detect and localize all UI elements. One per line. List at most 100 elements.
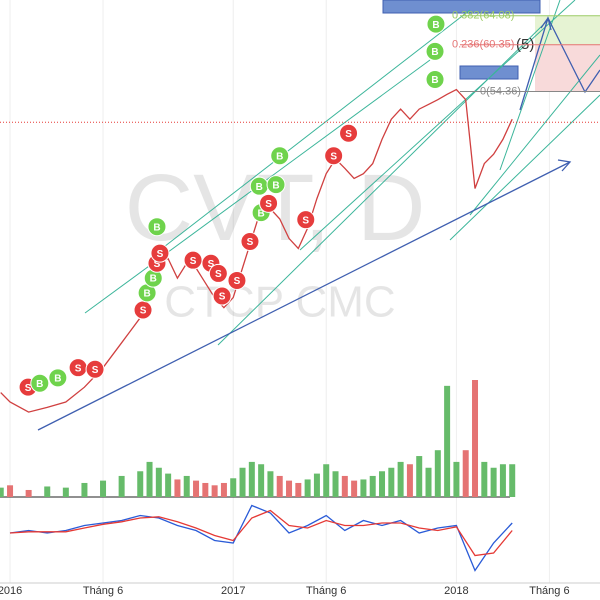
- signal-label: S: [190, 256, 197, 267]
- volume-bar: [434, 450, 441, 497]
- signal-label: B: [276, 151, 283, 162]
- volume-bar: [211, 485, 218, 497]
- signal-marker: [324, 146, 344, 166]
- volume-bar: [499, 464, 506, 497]
- signal-label: S: [302, 215, 309, 226]
- signal-label: B: [431, 75, 438, 86]
- signal-label: S: [219, 292, 226, 303]
- volume-bar: [155, 467, 162, 497]
- signal-marker: [266, 175, 286, 195]
- volume-bar: [509, 464, 516, 497]
- watermark-subtitle: CTCP CMC: [164, 278, 395, 327]
- signal-marker: [296, 210, 316, 230]
- volume-bar: [453, 461, 460, 497]
- signal-label: S: [247, 237, 254, 248]
- signal-marker: [259, 193, 279, 213]
- signal-marker: [240, 231, 260, 251]
- signal-marker: [150, 243, 170, 263]
- volume-bar: [267, 471, 274, 497]
- volume-bar: [341, 475, 348, 497]
- line: [9, 509, 513, 557]
- volume-bar: [137, 471, 144, 497]
- signal-label: S: [92, 365, 99, 376]
- signal-label: S: [265, 199, 272, 210]
- volume-bar: [258, 464, 265, 497]
- x-tick-label: Tháng 6: [83, 585, 123, 597]
- volume-bar: [323, 464, 330, 497]
- volume-bar: [0, 487, 4, 497]
- signal-label: S: [345, 129, 352, 140]
- volume-bar: [220, 482, 227, 497]
- signal-label: B: [54, 373, 61, 384]
- signal-label: S: [140, 306, 147, 317]
- volume-bar: [332, 471, 339, 497]
- zone: [382, 0, 541, 14]
- signal-marker: [270, 146, 290, 166]
- volume-bar: [397, 461, 404, 497]
- volume-bar: [146, 461, 153, 497]
- volume-bar: [100, 480, 107, 497]
- volume-bar: [230, 478, 237, 497]
- signal-marker: [30, 373, 50, 393]
- volume-bar: [406, 464, 413, 497]
- signal-label: B: [143, 289, 150, 300]
- volume-bar: [444, 385, 451, 497]
- volume-bar: [425, 467, 432, 497]
- signal-marker: [425, 41, 445, 61]
- volume-bar: [183, 475, 190, 497]
- zone: [459, 65, 519, 80]
- volume-bar: [472, 380, 479, 497]
- fib-label: 0.382(64.08): [452, 10, 514, 22]
- volume-bar: [379, 471, 386, 497]
- volume-bar: [7, 485, 14, 497]
- signal-marker: [208, 263, 228, 283]
- signal-marker: [425, 69, 445, 89]
- signal-label: B: [36, 379, 43, 390]
- volume-bar: [81, 482, 88, 497]
- signal-marker: [147, 217, 167, 237]
- volume-bar: [313, 473, 320, 497]
- volume-bar: [286, 480, 293, 497]
- volume-bar: [360, 479, 367, 497]
- signal-marker: [212, 286, 232, 306]
- x-tick-label: 2018: [444, 585, 468, 597]
- volume-bar: [193, 480, 200, 497]
- signal-label: B: [432, 20, 439, 31]
- signal-label: S: [215, 269, 222, 280]
- signal-label: B: [272, 180, 279, 191]
- signal-marker: [227, 270, 247, 290]
- volume-bar: [462, 450, 469, 497]
- volume-bar: [388, 467, 395, 497]
- signal-label: S: [154, 259, 161, 270]
- signal-label: S: [157, 249, 164, 260]
- volume-bar: [369, 475, 376, 497]
- volume-bar: [248, 461, 255, 497]
- signal-label: B: [256, 182, 263, 193]
- volume-bar: [351, 480, 358, 497]
- volume-bar: [304, 479, 311, 497]
- volume-bar: [44, 486, 51, 497]
- signal-marker: [339, 123, 359, 143]
- signal-marker: [426, 14, 446, 34]
- signal-label: B: [431, 47, 438, 58]
- signal-label: S: [208, 259, 215, 270]
- signal-label: S: [330, 151, 337, 162]
- volume-bar: [416, 456, 423, 497]
- signal-label: S: [234, 276, 241, 287]
- fib-label: 0.236(60.35): [452, 39, 514, 51]
- x-tick-label: 2016: [0, 585, 22, 597]
- line: [9, 504, 513, 572]
- volume-bar: [490, 467, 497, 497]
- volume-bar: [202, 482, 209, 497]
- grid: [9, 0, 550, 583]
- volume-bar: [276, 475, 283, 497]
- volume-bar: [174, 479, 181, 497]
- volume-bar: [239, 467, 246, 497]
- signal-label: B: [153, 222, 160, 233]
- x-tick-label: Tháng 6: [529, 585, 569, 597]
- signal-marker: [48, 368, 68, 388]
- signal-label: S: [75, 363, 82, 374]
